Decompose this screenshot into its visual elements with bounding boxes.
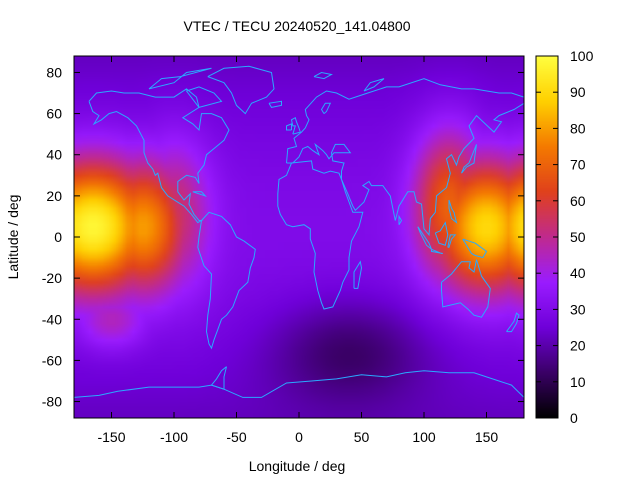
- coastline-ireland: [286, 123, 292, 131]
- coastline-philippines: [448, 199, 458, 224]
- y-axis-ticks: -80 -60 -40 -20 0 20 40 60 80: [42, 64, 524, 410]
- y-tick-label: 60: [46, 106, 62, 122]
- coastline-japan: [461, 144, 477, 174]
- coastline-madagascar: [353, 260, 363, 289]
- colorbar-tick-label: 10: [570, 374, 586, 390]
- coastline-greenland: [207, 65, 275, 115]
- coastline-north-america: [88, 88, 230, 224]
- x-tick-label: -100: [160, 429, 188, 445]
- x-tick-label: 50: [354, 429, 370, 445]
- coastline-iceland: [268, 100, 282, 108]
- colorbar-ticks: 0 10 20 30 40 50 60 70 80 90 100: [536, 48, 594, 426]
- x-tick-label: 150: [475, 429, 499, 445]
- coastline-cuba: [192, 191, 207, 197]
- colorbar-tick-label: 20: [570, 338, 586, 354]
- y-axis-label: Latitude / deg: [5, 195, 21, 280]
- y-tick-label: 40: [46, 147, 62, 163]
- coastline-south-america: [197, 211, 256, 350]
- colorbar-tick-label: 30: [570, 301, 586, 317]
- colorbar-gradient: [536, 56, 558, 418]
- coastline-antarctica: [74, 370, 524, 398]
- coastline-sumatra: [417, 226, 432, 250]
- coastline-java: [431, 248, 443, 254]
- y-tick-label: 20: [46, 188, 62, 204]
- coastline-borneo: [434, 221, 449, 246]
- x-axis-ticks: -150 -100 -50 0 50 100 150: [97, 56, 498, 445]
- coastline-arctic-islands: [148, 67, 212, 90]
- y-tick-label: -40: [42, 311, 62, 327]
- coastline-africa: [277, 160, 364, 310]
- tec-heatmap: [74, 56, 524, 418]
- colorbar-tick-label: 100: [570, 48, 594, 64]
- x-axis-label: Longitude / deg: [249, 458, 346, 474]
- colorbar-tick-label: 60: [570, 193, 586, 209]
- colorbar-tick-label: 50: [570, 229, 586, 245]
- x-tick-label: 0: [295, 429, 303, 445]
- colorbar-tick-label: 40: [570, 265, 586, 281]
- coastline-new-zealand: [506, 312, 520, 333]
- coastline-svalbard: [313, 71, 333, 80]
- x-tick-label: 100: [412, 429, 436, 445]
- x-tick-label: -50: [226, 429, 246, 445]
- colorbar-tick-label: 90: [570, 84, 586, 100]
- x-tick-label: -150: [97, 429, 125, 445]
- coastline-scandinavia-gulf: [320, 102, 332, 114]
- colorbar-tick-label: 80: [570, 120, 586, 136]
- coastline-sri-lanka: [398, 214, 403, 225]
- coastline-novaya-zemlya: [363, 78, 385, 92]
- y-tick-label: -80: [42, 394, 62, 410]
- coastline-australia: [441, 259, 491, 318]
- colorbar-tick-label: 0: [570, 410, 578, 426]
- coastlines: [74, 65, 524, 398]
- coastline-eurasia: [286, 78, 524, 237]
- y-tick-label: -20: [42, 270, 62, 286]
- colorbar-tick-label: 70: [570, 157, 586, 173]
- coastline-sulawesi: [447, 234, 457, 248]
- coastline-new-guinea: [462, 238, 488, 259]
- colorbar: 0 10 20 30 40 50 60 70 80 90 100: [535, 48, 594, 426]
- y-tick-label: -60: [42, 352, 62, 368]
- map-title: VTEC / TECU 20240520_141.04800: [183, 18, 410, 34]
- coastline-britain: [290, 116, 301, 135]
- y-tick-label: 0: [54, 229, 62, 245]
- plot-area: [73, 55, 525, 419]
- coastline-baffin: [185, 86, 223, 108]
- y-tick-label: 80: [46, 64, 62, 80]
